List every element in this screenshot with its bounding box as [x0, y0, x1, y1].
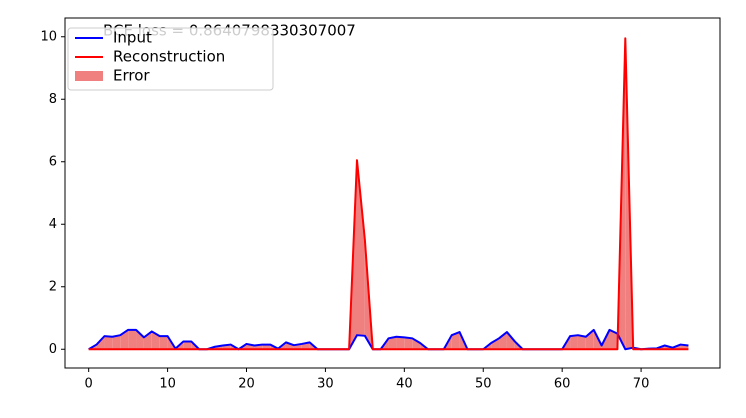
- x-tick-label: 70: [633, 377, 650, 392]
- error-fill: [262, 344, 271, 350]
- x-tick-label: 30: [317, 377, 334, 392]
- plot-frame: [64, 17, 721, 369]
- y-tick-label: 6: [49, 154, 57, 169]
- error-fill: [577, 335, 586, 350]
- error-fill: [585, 329, 594, 350]
- error-fill: [104, 336, 113, 350]
- error-fill: [412, 338, 421, 350]
- legend-label: Error: [113, 67, 150, 85]
- error-fill: [128, 329, 137, 350]
- y-tick-label: 10: [40, 29, 57, 44]
- x-tick-label: 0: [85, 377, 93, 392]
- y-tick-label: 4: [49, 217, 57, 232]
- error-fill: [356, 160, 365, 336]
- x-tick-label: 60: [554, 377, 571, 392]
- legend-patch: [75, 71, 103, 81]
- legend-box: [67, 27, 274, 91]
- x-tick-label: 40: [396, 377, 413, 392]
- x-tick-label: 20: [238, 377, 255, 392]
- error-fill: [451, 332, 460, 350]
- error-fill: [388, 336, 397, 350]
- error-fill: [570, 335, 578, 350]
- y-tick-label: 2: [49, 279, 57, 294]
- error-fill: [609, 329, 618, 350]
- x-tick-label: 50: [475, 377, 492, 392]
- error-fill: [396, 336, 405, 350]
- y-tick-label: 8: [49, 92, 57, 107]
- y-tick-label: 0: [49, 342, 57, 357]
- error-fill: [159, 336, 168, 350]
- x-tick-label: 10: [159, 377, 176, 392]
- error-fill: [136, 329, 144, 350]
- error-fill: [143, 331, 152, 350]
- error-fill: [404, 337, 413, 350]
- error-fill: [112, 335, 121, 350]
- error-fill: [499, 332, 507, 350]
- error-fill: [183, 341, 192, 350]
- legend-label: Input: [113, 29, 152, 47]
- legend-label: Reconstruction: [113, 48, 225, 66]
- series-line: [88, 37, 689, 351]
- error-fill: [506, 332, 515, 350]
- error-fill: [491, 338, 500, 350]
- series-line: [88, 328, 689, 351]
